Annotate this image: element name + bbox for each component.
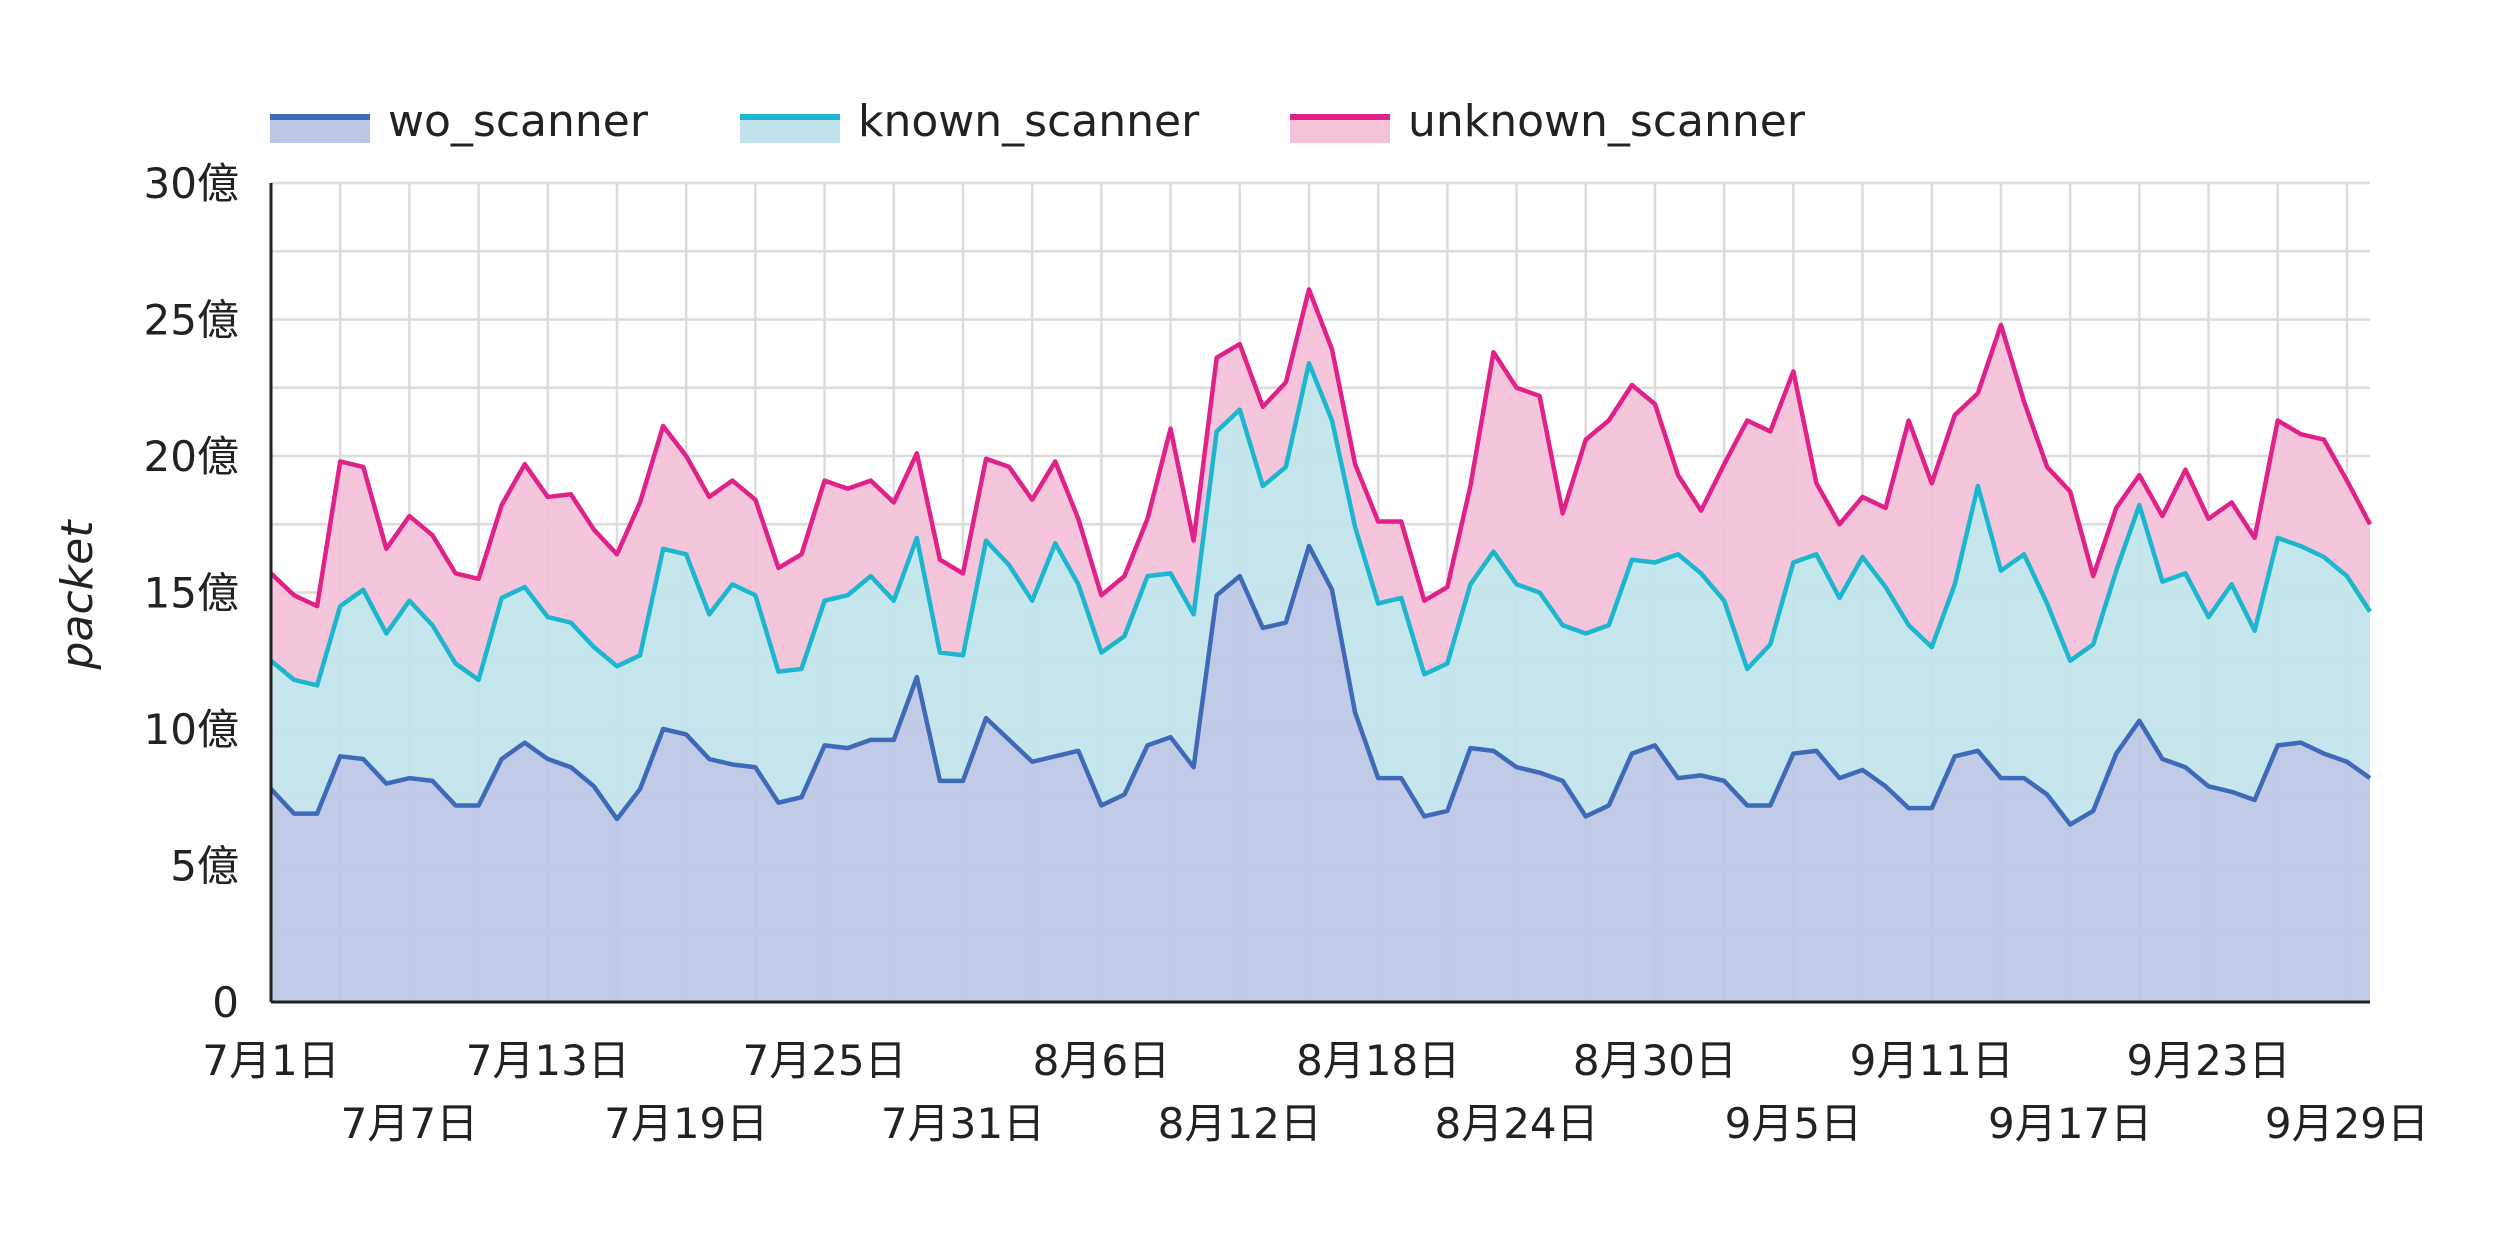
x-tick-label: 7月13日 xyxy=(466,1036,630,1085)
x-tick-label: 7月25日 xyxy=(742,1036,906,1085)
y-tick-label: 30億 xyxy=(144,159,239,208)
y-tick-label: 0 xyxy=(212,978,239,1027)
x-tick-label: 9月29日 xyxy=(2265,1099,2429,1148)
x-tick-label: 8月30日 xyxy=(1573,1036,1737,1085)
line-layer xyxy=(269,287,2372,827)
x-tick-label: 8月18日 xyxy=(1296,1036,1460,1085)
y-tick-label: 15億 xyxy=(144,569,239,618)
x-tick-label: 7月7日 xyxy=(341,1099,478,1148)
x-tick-label: 8月6日 xyxy=(1033,1036,1170,1085)
x-tick-label: 9月11日 xyxy=(1850,1036,2014,1085)
series-area-known_scanner xyxy=(271,363,2370,825)
y-tick-label: 25億 xyxy=(144,296,239,345)
series-line-unknown_scanner xyxy=(269,287,2372,609)
x-tick-label: 9月5日 xyxy=(1725,1099,1862,1148)
series-line-wo_scanner xyxy=(269,543,2372,827)
series-area-wo_scanner xyxy=(271,546,2370,1002)
x-tick-label: 7月31日 xyxy=(881,1099,1045,1148)
legend-label-unknown_scanner: unknown_scanner xyxy=(1408,96,1806,147)
x-tick-label: 7月1日 xyxy=(202,1036,339,1085)
legend: wo_scanner known_scanner unknown_scanner xyxy=(270,96,1806,147)
x-tick-label: 8月24日 xyxy=(1434,1099,1598,1148)
x-tick-label: 8月12日 xyxy=(1158,1099,1322,1148)
y-tick-label: 5億 xyxy=(170,842,239,891)
y-tick-label: 10億 xyxy=(144,705,239,754)
legend-label-known_scanner: known_scanner xyxy=(858,96,1200,147)
legend-label-wo_scanner: wo_scanner xyxy=(388,96,649,147)
x-tick-label: 9月17日 xyxy=(1988,1099,2152,1148)
y-tick-label: 20億 xyxy=(144,432,239,481)
x-tick-label: 7月19日 xyxy=(604,1099,768,1148)
x-tick-label: 9月23日 xyxy=(2126,1036,2290,1085)
series-line-known_scanner xyxy=(269,360,2372,688)
y-axis-title: packet xyxy=(52,519,103,671)
